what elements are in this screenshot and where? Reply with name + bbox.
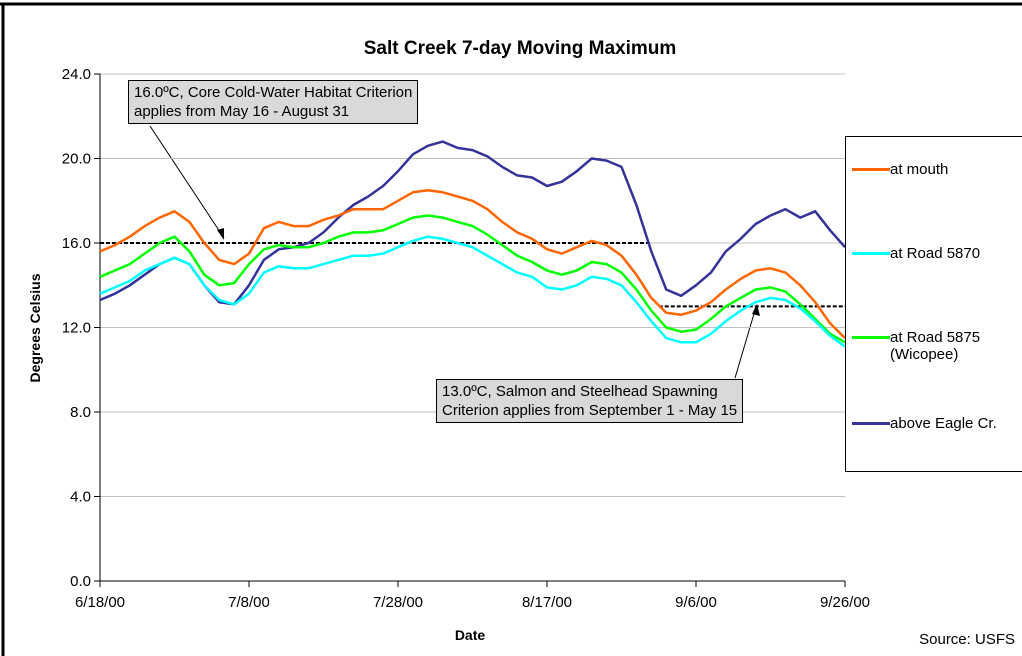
x-tick-label: 7/28/00 <box>373 594 423 611</box>
x-tick-label: 9/26/00 <box>820 594 870 611</box>
x-tick-label: 8/17/00 <box>522 594 572 611</box>
legend-item: above Eagle Cr. <box>852 415 1018 432</box>
arrowhead <box>217 228 224 240</box>
y-tick-label: 8.0 <box>70 404 91 421</box>
annotation-arrow <box>734 306 757 379</box>
series-line <box>99 214 846 344</box>
x-tick-label: 7/8/00 <box>228 594 270 611</box>
series-line <box>99 140 846 306</box>
annotation-arrow <box>149 125 225 239</box>
legend-item: at mouth <box>852 161 1018 178</box>
y-tick-label: 16.0 <box>62 235 91 252</box>
arrowhead <box>752 304 760 316</box>
series-line <box>99 188 846 339</box>
legend-swatch <box>852 422 890 425</box>
annotation-line: applies from May 16 - August 31 <box>134 103 350 120</box>
legend-item: at Road 5875 (Wicopee) <box>852 329 985 363</box>
legend-swatch <box>852 252 890 255</box>
legend: at mouth at Road 5870 at Road 5875 (Wicope… <box>845 136 1022 472</box>
chart-title: Salt Creek 7-day Moving Maximum <box>364 38 677 59</box>
legend-item: at Road 5870 <box>852 245 1018 262</box>
y-tick-label: 20.0 <box>62 151 91 168</box>
annotation-line: Criterion applies from September 1 - May… <box>442 402 738 419</box>
legend-swatch <box>852 168 890 171</box>
annotation: 13.0ºC, Salmon and Steelhead Spawning Cri… <box>436 379 744 423</box>
annotation-line: 13.0ºC, Salmon and Steelhead Spawning <box>442 383 718 400</box>
x-tick-label: 6/18/00 <box>75 594 125 611</box>
annotation: 16.0ºC, Core Cold-Water Habitat Criterio… <box>128 80 419 124</box>
y-tick-label: 4.0 <box>70 489 91 506</box>
legend-label: at mouth <box>890 161 949 178</box>
y-tick-label: 0.0 <box>70 573 91 590</box>
x-tick-label: 9/6/00 <box>675 594 717 611</box>
legend-label: above Eagle Cr. <box>890 415 997 432</box>
x-axis-title: Date <box>455 627 486 643</box>
legend-label: at Road 5870 <box>890 245 981 262</box>
legend-label: at Road 5875 (Wicopee) <box>890 329 981 363</box>
series-line <box>99 235 846 348</box>
y-tick-label: 12.0 <box>62 320 91 337</box>
y-axis-title: Degrees Celsius <box>27 273 43 382</box>
y-tick-label: 24.0 <box>62 66 91 83</box>
legend-swatch <box>852 336 890 339</box>
annotation-line: 16.0ºC, Core Cold-Water Habitat Criterio… <box>134 84 413 101</box>
source: Source: USFS <box>919 631 1015 648</box>
